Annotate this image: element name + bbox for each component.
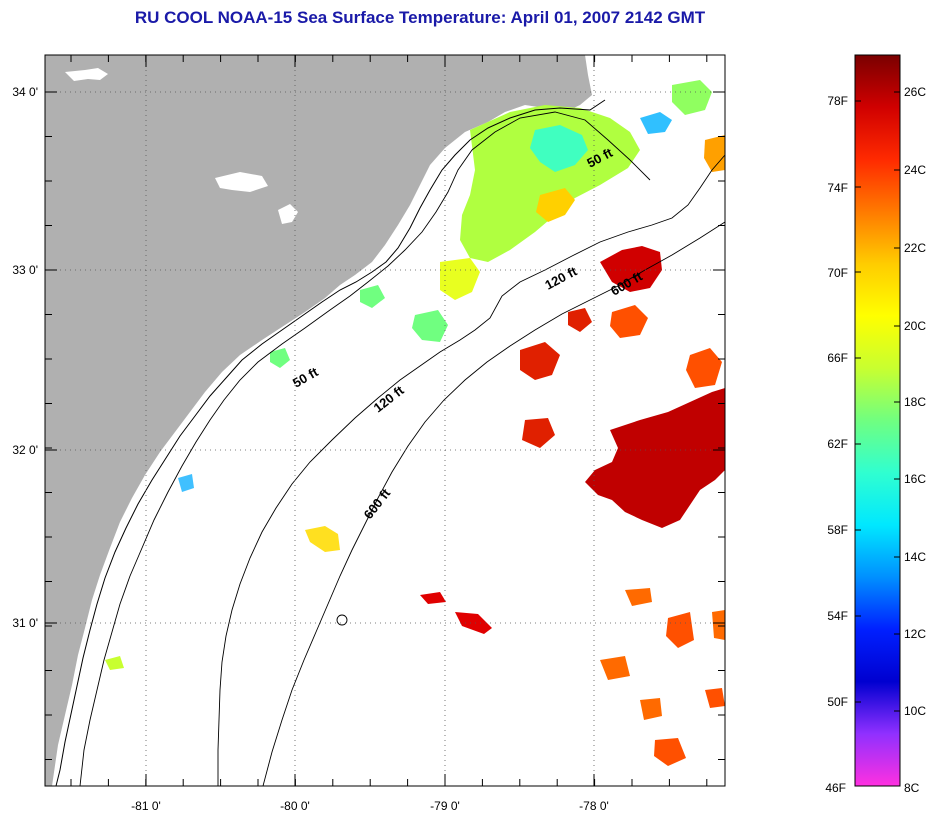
latitude-labels: 34 0' 33 0' 32 0' 31 0' (12, 85, 38, 630)
colorbar-celsius-labels: 26C 24C 22C 20C 18C 16C 14C 12C 10C 8C (904, 85, 926, 795)
coastline (55, 99, 606, 786)
colorbar-c-label: 16C (904, 472, 926, 486)
sst-patch-red-south (420, 592, 492, 634)
map-frame (44, 54, 726, 787)
sst-patch-shelf-green (270, 285, 448, 368)
colorbar-c-label: 18C (904, 395, 926, 409)
sst-patch-offshore-yellow (305, 526, 340, 552)
sst-patch-warm-inner (536, 188, 575, 222)
colorbar-f-label: 70F (827, 266, 848, 280)
colorbar-f-label: 66F (827, 351, 848, 365)
colorbar-f-label: 62F (827, 437, 848, 451)
page-title: RU COOL NOAA-15 Sea Surface Temperature:… (134, 8, 706, 27)
colorbar-f-label: 50F (827, 695, 848, 709)
lon-label: -78 0' (579, 799, 609, 813)
land-area (45, 55, 592, 786)
colorbar-fahrenheit-labels: 78F 74F 70F 66F 62F 58F 54F 50F 46F (825, 94, 848, 795)
sst-patch-ne-orange (704, 135, 725, 172)
lat-label: 34 0' (12, 85, 38, 99)
sst-patch-south-yellow (105, 656, 124, 670)
sst-patch-gulfstream-north (600, 246, 662, 292)
longitude-labels: -81 0' -80 0' -79 0' -78 0' (131, 799, 609, 813)
colorbar-c-label: 12C (904, 627, 926, 641)
colorbar-c-label: 22C (904, 241, 926, 255)
colorbar-f-label: 58F (827, 523, 848, 537)
colorbar-f-label: 46F (825, 781, 846, 795)
lat-label: 32 0' (12, 443, 38, 457)
sst-patch-red-mid (520, 308, 592, 448)
sst-patch-small-shelf (178, 474, 194, 492)
contour-120ft (217, 154, 725, 786)
colorbar-c-label: 8C (904, 781, 920, 795)
sst-patch-shelf-yellow (440, 258, 480, 300)
colorbar-f-label: 54F (827, 609, 848, 623)
colorbar-c-label: 14C (904, 550, 926, 564)
colorbar-ticks (855, 91, 900, 712)
sst-patches (105, 80, 725, 766)
lat-label: 31 0' (12, 616, 38, 630)
lat-label: 33 0' (12, 263, 38, 277)
lake-marks (65, 68, 298, 224)
graticule (45, 55, 725, 786)
sst-patch-ne-blue (640, 112, 672, 134)
colorbar-f-label: 78F (827, 94, 848, 108)
lon-label: -81 0' (131, 799, 161, 813)
colorbar-c-label: 26C (904, 85, 926, 99)
colorbar-c-label: 20C (904, 319, 926, 333)
colorbar-f-label: 74F (827, 181, 848, 195)
sst-patch-cool-core (530, 125, 588, 172)
sst-patch-north-shelf (460, 105, 640, 262)
contour-600ft (262, 221, 725, 786)
colorbar (854, 54, 901, 787)
sst-patch-ne-green (672, 80, 712, 115)
colorbar-c-label: 24C (904, 163, 926, 177)
colorbar-c-label: 10C (904, 704, 926, 718)
seamount-contour (336, 614, 348, 626)
lon-label: -79 0' (430, 799, 460, 813)
lon-label: -80 0' (280, 799, 310, 813)
contour-50ft (79, 111, 651, 786)
axis-ticks (45, 55, 725, 786)
sst-patch-gulfstream-main (585, 388, 725, 528)
